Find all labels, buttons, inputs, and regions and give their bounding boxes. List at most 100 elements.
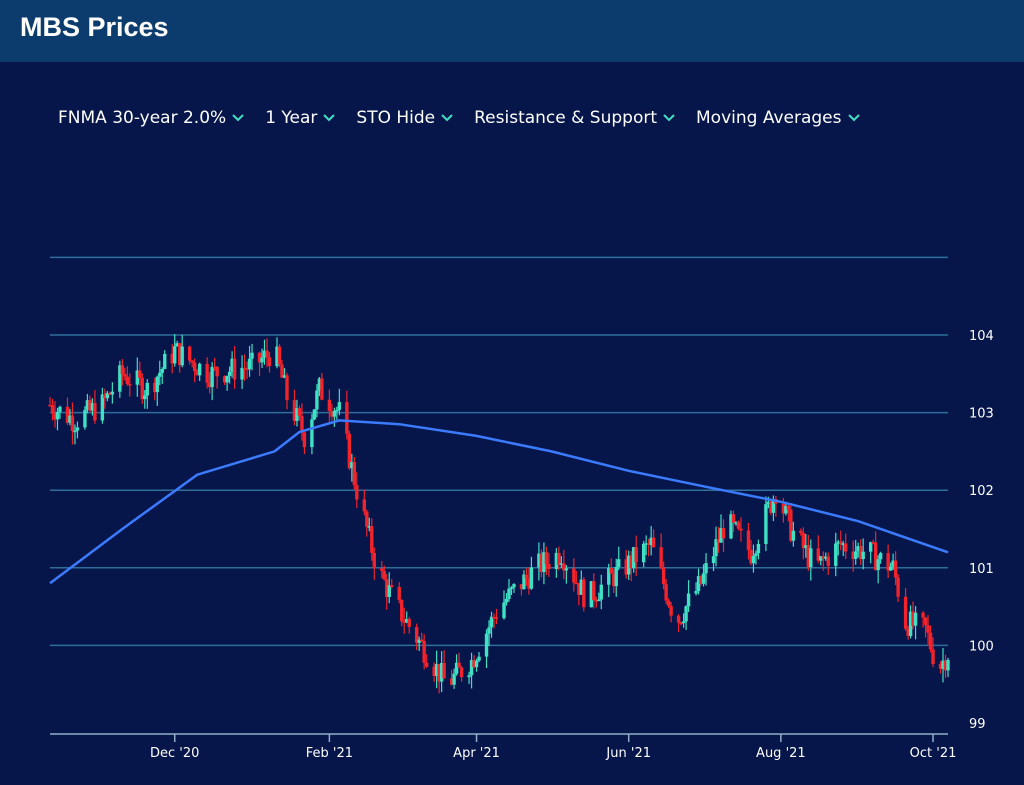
y-tick-label: 104 — [969, 329, 994, 344]
candle-body — [83, 410, 87, 428]
candle-body — [911, 611, 915, 626]
candle-body — [105, 392, 110, 399]
candle-body — [854, 551, 858, 559]
candle-body — [659, 547, 663, 568]
chevron-down-icon — [323, 114, 336, 122]
candle-body — [841, 543, 845, 545]
moving-averages-dropdown[interactable]: Moving Averages — [696, 108, 861, 128]
candle-body — [227, 371, 232, 376]
candle-body — [594, 600, 598, 602]
candle-body — [277, 346, 282, 365]
period-dropdown[interactable]: 1 Year — [265, 108, 336, 128]
candle-body — [449, 678, 454, 685]
resistance-support-dropdown[interactable]: Resistance & Support — [474, 108, 676, 128]
candle-body — [791, 530, 796, 541]
candle-body — [262, 350, 267, 358]
candle-body — [746, 530, 751, 550]
candle-body — [432, 666, 436, 676]
candle-body — [173, 346, 177, 364]
candle-body — [736, 522, 741, 529]
sto-dropdown-label: STO Hide — [356, 108, 436, 128]
candle-body — [542, 552, 546, 573]
resistance-support-dropdown-label: Resistance & Support — [474, 108, 657, 128]
candle-body — [178, 343, 182, 366]
y-tick-label: 100 — [969, 639, 994, 654]
sto-dropdown[interactable]: STO Hide — [356, 108, 454, 128]
candle-body — [629, 555, 633, 569]
candle-body — [260, 357, 264, 363]
candle-body — [215, 366, 219, 377]
candle-body — [93, 403, 97, 421]
candle-body — [424, 662, 429, 667]
candle-body — [893, 560, 898, 578]
chevron-down-icon — [441, 114, 453, 122]
candle-body — [145, 382, 149, 396]
candle-body — [612, 573, 616, 587]
candle-body — [240, 367, 244, 380]
security-dropdown[interactable]: FNMA 30-year 2.0% — [58, 108, 245, 128]
candle-body — [197, 363, 202, 376]
candle-body — [579, 579, 584, 595]
candle-body — [155, 376, 159, 393]
candle-body — [53, 413, 57, 420]
candle-body — [574, 582, 579, 585]
candle-body — [125, 376, 130, 385]
candle-body — [684, 606, 688, 622]
candle-body — [632, 547, 636, 569]
candle-body — [711, 556, 716, 564]
candle-body — [330, 411, 334, 417]
candle-body — [856, 546, 860, 552]
candle-body — [292, 400, 297, 421]
candle-body — [839, 541, 843, 545]
candle-body — [477, 656, 481, 661]
candle-body — [599, 584, 603, 600]
candle-body — [267, 357, 272, 367]
candle-body — [192, 362, 197, 372]
candle-body — [834, 543, 838, 566]
candle-body — [564, 568, 569, 571]
y-tick-label: 99 — [969, 717, 986, 732]
candle-body — [320, 378, 324, 400]
candle-body — [487, 627, 491, 634]
candle-body — [851, 551, 855, 559]
chevron-down-icon — [232, 114, 244, 122]
candle-body — [118, 365, 122, 392]
candle-body — [180, 346, 184, 366]
candle-body — [876, 559, 880, 571]
candle-body — [527, 578, 531, 589]
candle-body — [143, 395, 147, 400]
candle-body — [123, 373, 127, 377]
candle-body — [65, 406, 70, 423]
candle-body — [557, 552, 561, 565]
candle-body — [714, 539, 718, 557]
candle-body — [559, 563, 564, 565]
candle-body — [507, 588, 511, 599]
candle-body — [335, 409, 339, 412]
candle-body — [634, 547, 638, 563]
candle-body — [242, 367, 247, 370]
candle-body — [312, 409, 317, 420]
candle-body — [544, 552, 549, 564]
candle-body — [721, 528, 726, 539]
candle-body — [734, 522, 738, 524]
candle-body — [417, 639, 421, 643]
candle-body — [372, 552, 376, 569]
candle-body — [459, 667, 464, 678]
moving-average-line — [49, 419, 949, 585]
candle-body — [207, 382, 212, 388]
candle-body — [806, 545, 811, 568]
candle-body — [784, 505, 788, 514]
x-tick-label: Dec '20 — [150, 746, 199, 761]
candle-body — [844, 543, 848, 552]
candle-body — [719, 528, 723, 543]
candle-body — [607, 568, 611, 585]
candle-body — [397, 587, 401, 600]
y-tick-label: 102 — [969, 484, 994, 499]
candle-body — [771, 499, 776, 513]
candle-body — [766, 501, 771, 505]
candle-body — [704, 563, 708, 574]
candle-body — [504, 598, 509, 603]
candle-body — [886, 553, 890, 571]
candle-body — [801, 533, 806, 549]
